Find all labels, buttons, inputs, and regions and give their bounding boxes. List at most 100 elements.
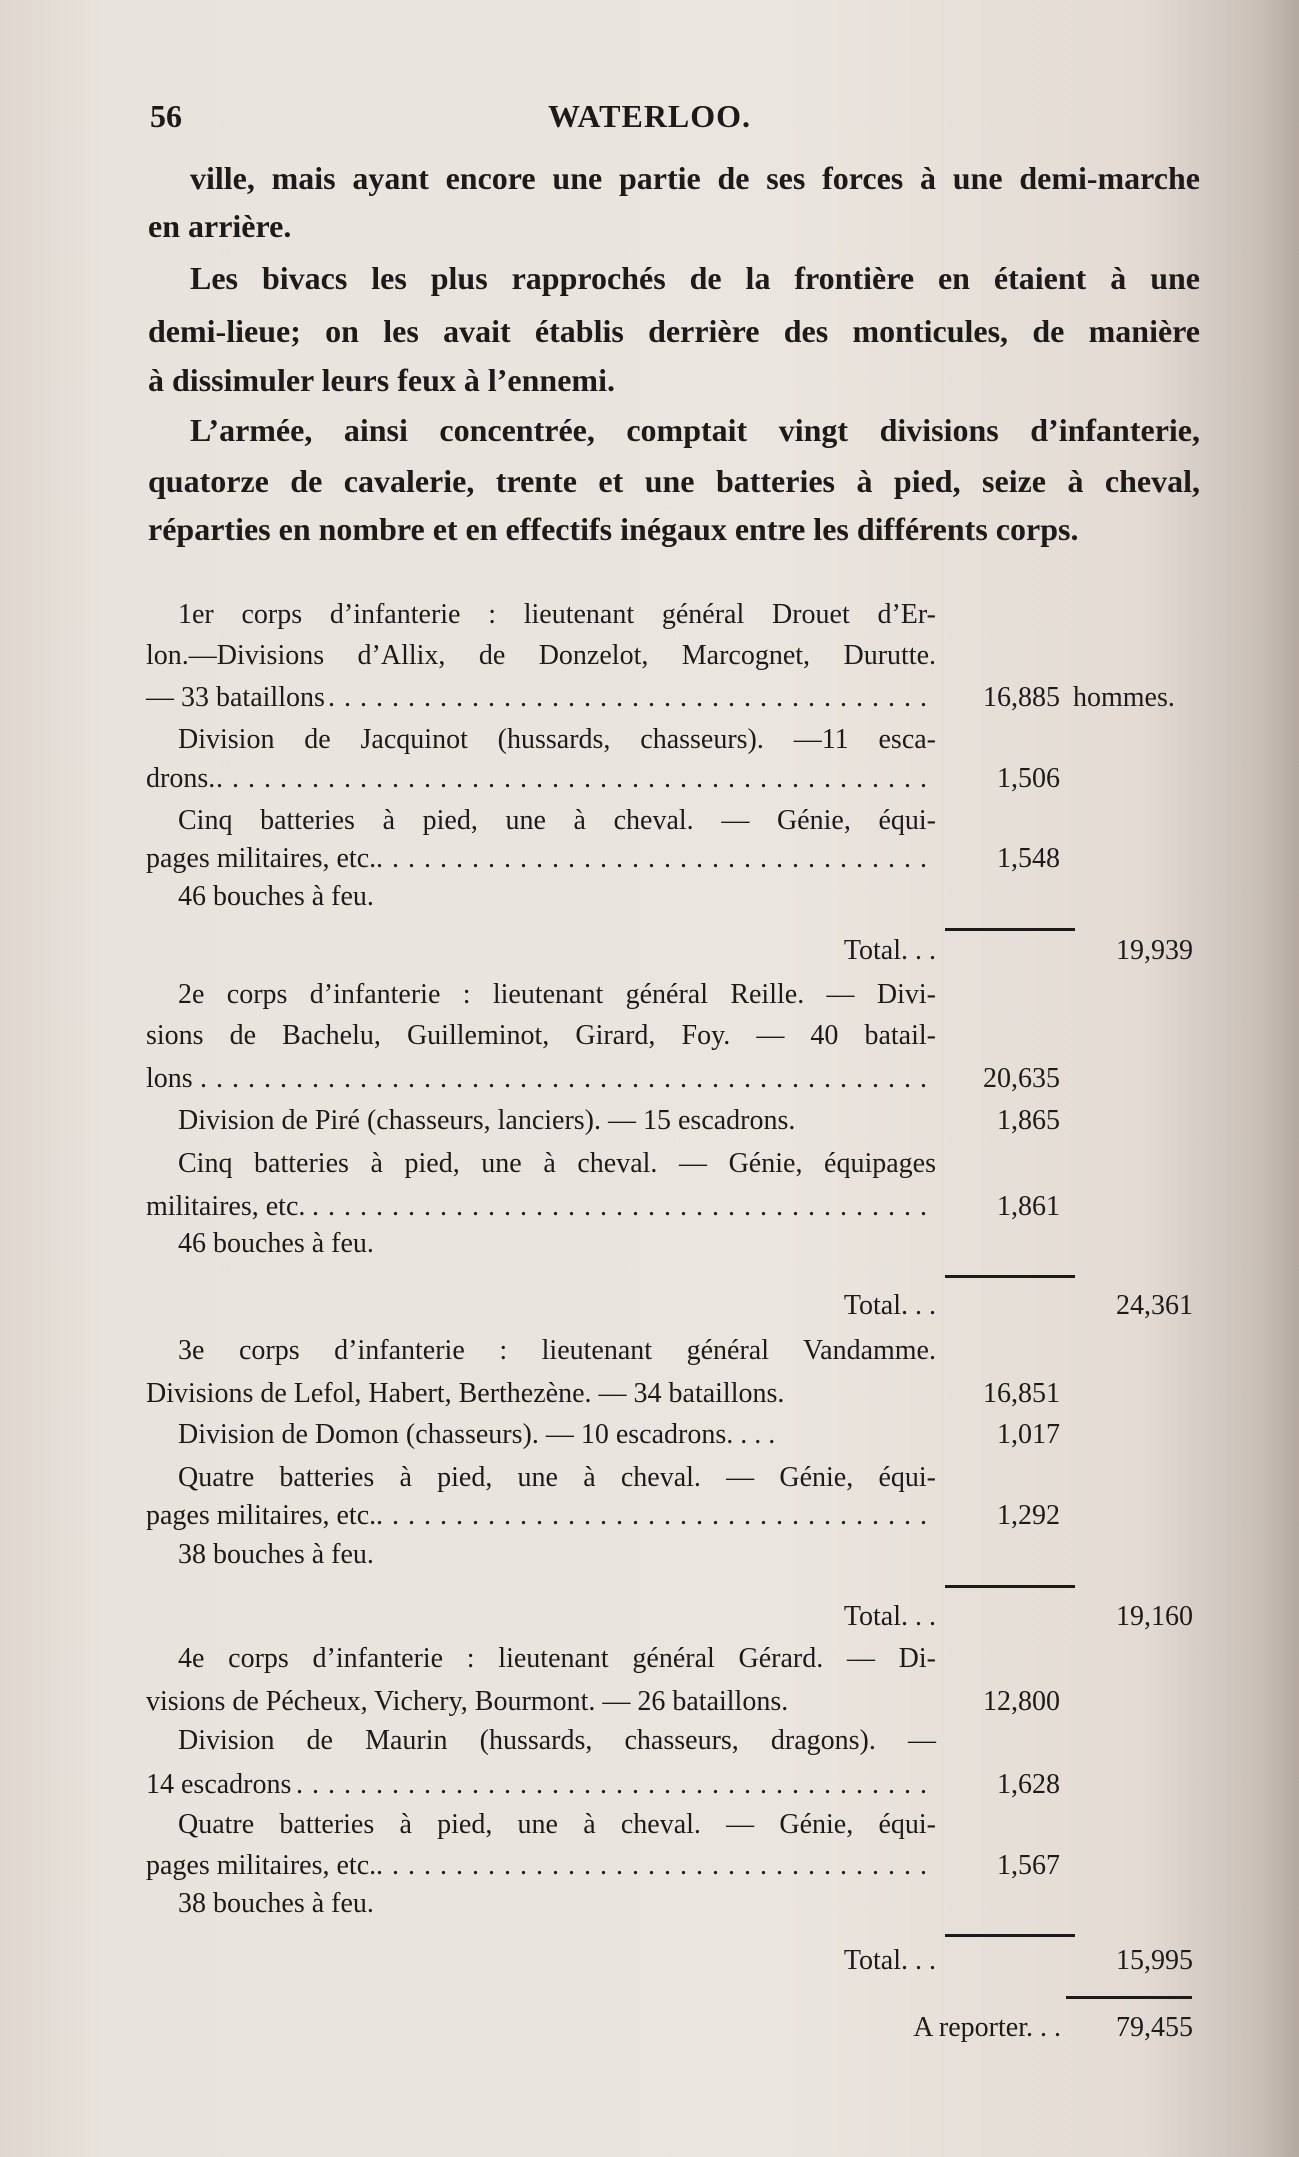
entry-line: Divisions de Lefol, Habert, Berthezène. … [146,1376,936,1412]
total-label: Total. . . [843,1601,936,1632]
entry-line: 38 bouches à feu. [146,1537,936,1573]
entry-text: Division de Maurin (hussards, chasseurs,… [178,1725,936,1756]
entry-text: Division de Piré (chasseurs, lanciers). … [178,1105,796,1136]
entry-value: 16,851 [983,1378,1060,1409]
entry-line: 14 escadrons............................… [146,1767,936,1803]
entry-value: 1,506 [997,763,1060,794]
total-label: Total. . . [843,1290,936,1321]
entry-text: Quatre batteries à pied, une à cheval. —… [178,1809,936,1840]
paragraph-line: réparties en nombre et en effectifs inég… [148,511,1079,547]
total-line: Total. . . [146,1288,936,1324]
entry-text: 1er corps d’infanterie : lieutenant géné… [178,599,936,630]
entry-line: — 33 bataillons.........................… [146,680,936,716]
entry-line: 46 bouches à feu. [146,879,936,915]
entry-value: 1,865 [997,1105,1060,1136]
entry-line: Quatre batteries à pied, une à cheval. —… [146,1807,936,1843]
running-head: WATERLOO. [547,98,752,134]
entry-text: — 33 bataillons [146,682,325,713]
entry-text: 46 bouches à feu. [178,881,374,912]
entry-line: 3e corps d’infanterie : lieutenant génér… [146,1333,936,1369]
corps-total: 24,361 [1116,1290,1193,1321]
entry-text: Divisions de Lefol, Habert, Berthezène. … [146,1378,785,1409]
carry-forward-label: A reporter. . . [913,2012,1061,2043]
dot-leader: ........................................… [325,682,936,713]
entry-text: lon.—Divisions d’Allix, de Donzelot, Mar… [146,640,936,671]
entry-text: drons. [146,763,216,794]
entry-text: 4e corps d’infanterie : lieutenant génér… [178,1643,936,1674]
sum-rule [945,1275,1075,1278]
entry-text: pages militaires, etc. [146,1850,377,1881]
paragraph-line: à dissimuler leurs feux à l’ennemi. [148,362,615,398]
total-line: Total. . . [146,933,936,969]
entry-text: 46 bouches à feu. [178,1228,374,1259]
entry-line: Division de Piré (chasseurs, lanciers). … [146,1103,936,1139]
carry-forward-line: A reporter. . . [146,2010,1061,2046]
entry-line: militaires, etc.........................… [146,1189,936,1225]
entry-value: 1,548 [997,843,1060,874]
entry-text: 38 bouches à feu. [178,1888,374,1919]
paragraph-line: demi-lieue; on les avait établis derrièr… [148,313,1200,349]
entry-text: pages militaires, etc. [146,1500,377,1531]
paragraph-line: quatorze de cavalerie, trente et une bat… [148,463,1200,499]
total-line: Total. . . [146,1943,936,1979]
entry-line: 46 bouches à feu. [146,1226,936,1262]
dot-leader: ........................................… [376,843,936,874]
entry-line: Division de Maurin (hussards, chasseurs,… [146,1723,936,1759]
entry-line: 38 bouches à feu. [146,1886,936,1922]
entry-line: pages militaires, etc...................… [146,841,936,877]
paragraph-line: en arrière. [148,208,292,244]
sum-rule [945,928,1075,931]
sum-rule [945,1934,1075,1937]
total-label: Total. . . [843,935,936,966]
entry-text: 3e corps d’infanterie : lieutenant génér… [178,1335,936,1366]
corps-total: 19,939 [1116,935,1193,966]
corps-total: 19,160 [1116,1601,1193,1632]
paragraph-line: L’armée, ainsi concentrée, comptait ving… [190,412,1200,448]
dot-leader: ........................................… [376,1500,936,1531]
entry-text: Cinq batteries à pied, une à cheval. — G… [178,805,936,836]
entry-line: 4e corps d’infanterie : lieutenant génér… [146,1641,936,1677]
entry-line: pages militaires, etc...................… [146,1498,936,1534]
entry-text: militaires, etc. [146,1191,306,1222]
paragraph-line: ville, mais ayant encore une partie de s… [190,160,1200,196]
entry-value: 20,635 [983,1063,1060,1094]
entry-value: 16,885 [983,682,1060,713]
entry-line: Division de Jacquinot (hussards, chasseu… [146,722,936,758]
dot-leader: ........................................… [305,1191,936,1222]
entry-value: 1,628 [997,1769,1060,1800]
entry-line: pages militaires, etc...................… [146,1848,936,1884]
entry-value: 1,292 [997,1500,1060,1531]
entry-line: Cinq batteries à pied, une à cheval. — G… [146,803,936,839]
sum-rule [945,1585,1075,1588]
entry-line: Cinq batteries à pied, une à cheval. — G… [146,1146,936,1182]
dot-leader: ........................................… [215,763,936,794]
entry-text: 2e corps d’infanterie : lieutenant génér… [178,979,936,1010]
carry-forward-value: 79,455 [1116,2012,1193,2043]
entry-text: Cinq batteries à pied, une à cheval. — G… [178,1148,936,1179]
entry-text: Division de Domon (chasseurs). — 10 esca… [178,1419,776,1450]
dot-leader: ........................................… [193,1063,936,1094]
entry-text: 14 escadrons [146,1769,292,1800]
entry-text: 38 bouches à feu. [178,1539,374,1570]
entry-line: visions de Pécheux, Vichery, Bourmont. —… [146,1684,936,1720]
page-number: 56 [150,98,182,134]
entry-line: lon.—Divisions d’Allix, de Donzelot, Mar… [146,638,936,674]
entry-line: 1er corps d’infanterie : lieutenant géné… [146,597,936,633]
total-label: Total. . . [843,1945,936,1976]
entry-text: sions de Bachelu, Guilleminot, Girard, F… [146,1020,936,1051]
entry-text: Quatre batteries à pied, une à cheval. —… [178,1462,936,1493]
carry-rule [1066,1996,1192,1999]
entry-unit: hommes. [1073,682,1175,713]
entry-text: visions de Pécheux, Vichery, Bourmont. —… [146,1686,789,1717]
entry-value: 1,567 [997,1850,1060,1881]
entry-value: 12,800 [983,1686,1060,1717]
entry-text: pages militaires, etc. [146,843,377,874]
entry-line: sions de Bachelu, Guilleminot, Girard, F… [146,1018,936,1054]
entry-line: drons...................................… [146,761,936,797]
paragraph-line: Les bivacs les plus rapprochés de la fro… [190,260,1200,296]
corps-total: 15,995 [1116,1945,1193,1976]
entry-line: Division de Domon (chasseurs). — 10 esca… [146,1417,936,1453]
entry-line: lons....................................… [146,1061,936,1097]
total-line: Total. . . [146,1599,936,1635]
entry-value: 1,861 [997,1191,1060,1222]
